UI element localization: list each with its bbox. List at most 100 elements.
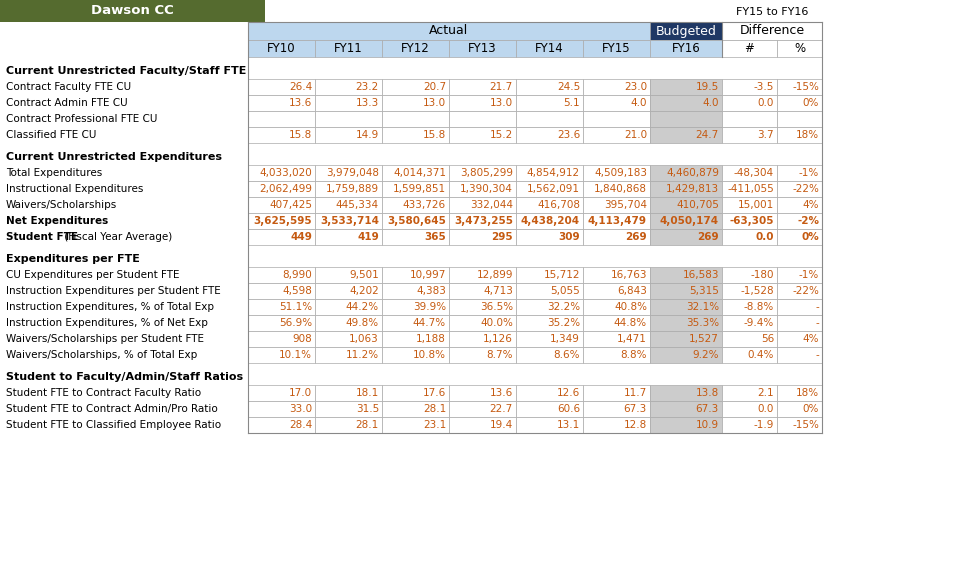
Text: 24.7: 24.7: [696, 130, 719, 140]
Text: 6,843: 6,843: [617, 286, 647, 296]
Bar: [722, 22, 822, 40]
Bar: [583, 385, 650, 401]
Text: -2%: -2%: [797, 216, 819, 226]
Text: 4,509,183: 4,509,183: [594, 168, 647, 178]
Bar: [583, 127, 650, 143]
Bar: [449, 417, 516, 433]
Bar: [449, 267, 516, 283]
Text: 36.5%: 36.5%: [479, 302, 513, 312]
Text: Student FTE to Contract Faculty Ratio: Student FTE to Contract Faculty Ratio: [6, 388, 201, 398]
Bar: [722, 79, 777, 95]
Text: 407,425: 407,425: [269, 200, 312, 210]
Text: 3,979,048: 3,979,048: [326, 168, 379, 178]
Text: Difference: Difference: [740, 25, 805, 38]
Text: FY14: FY14: [535, 42, 564, 55]
Text: 3,805,299: 3,805,299: [460, 168, 513, 178]
Text: 4,202: 4,202: [349, 286, 379, 296]
Text: 445,334: 445,334: [336, 200, 379, 210]
Bar: [248, 331, 315, 347]
Bar: [650, 111, 722, 127]
Text: 5,055: 5,055: [550, 286, 580, 296]
Bar: [650, 385, 722, 401]
Text: 67.3: 67.3: [696, 404, 719, 414]
Text: 49.8%: 49.8%: [345, 318, 379, 328]
Text: 1,429,813: 1,429,813: [666, 184, 719, 194]
Bar: [449, 127, 516, 143]
Bar: [722, 299, 777, 315]
Text: FY11: FY11: [334, 42, 363, 55]
Bar: [382, 385, 449, 401]
Text: 20.7: 20.7: [423, 82, 446, 92]
Bar: [248, 385, 315, 401]
Text: 28.1: 28.1: [356, 420, 379, 430]
Bar: [583, 347, 650, 363]
Bar: [516, 79, 583, 95]
Bar: [248, 40, 315, 57]
Text: 32.1%: 32.1%: [686, 302, 719, 312]
Text: 269: 269: [698, 232, 719, 242]
Bar: [583, 267, 650, 283]
Text: 40.0%: 40.0%: [480, 318, 513, 328]
Text: 4,014,371: 4,014,371: [393, 168, 446, 178]
Bar: [315, 417, 382, 433]
Bar: [516, 181, 583, 197]
Text: 32.2%: 32.2%: [546, 302, 580, 312]
Text: 11.7: 11.7: [624, 388, 647, 398]
Text: 1,599,851: 1,599,851: [393, 184, 446, 194]
Text: 1,390,304: 1,390,304: [460, 184, 513, 194]
Bar: [382, 315, 449, 331]
Text: Total Expenditures: Total Expenditures: [6, 168, 102, 178]
Text: 4,598: 4,598: [282, 286, 312, 296]
Text: 419: 419: [357, 232, 379, 242]
Text: 4.0: 4.0: [631, 98, 647, 108]
Bar: [315, 197, 382, 213]
Text: 18%: 18%: [796, 130, 819, 140]
Bar: [583, 213, 650, 229]
Text: 23.6: 23.6: [557, 130, 580, 140]
Text: 18%: 18%: [796, 388, 819, 398]
Text: FY10: FY10: [267, 42, 296, 55]
Bar: [583, 417, 650, 433]
Bar: [777, 40, 822, 57]
Bar: [315, 299, 382, 315]
Text: 410,705: 410,705: [677, 200, 719, 210]
Bar: [382, 417, 449, 433]
Bar: [315, 347, 382, 363]
Bar: [248, 79, 315, 95]
Bar: [516, 283, 583, 299]
Bar: [650, 213, 722, 229]
Text: 26.4: 26.4: [289, 82, 312, 92]
Text: Waivers/Scholarships per Student FTE: Waivers/Scholarships per Student FTE: [6, 334, 204, 344]
Text: -22%: -22%: [792, 184, 819, 194]
Bar: [722, 283, 777, 299]
Text: 21.7: 21.7: [490, 82, 513, 92]
Text: 5.1: 5.1: [564, 98, 580, 108]
Text: 269: 269: [625, 232, 647, 242]
Text: -63,305: -63,305: [729, 216, 774, 226]
Text: 1,527: 1,527: [689, 334, 719, 344]
Bar: [516, 111, 583, 127]
Bar: [583, 111, 650, 127]
Text: 4,050,174: 4,050,174: [660, 216, 719, 226]
Text: 13.3: 13.3: [356, 98, 379, 108]
Text: 35.3%: 35.3%: [686, 318, 719, 328]
Text: -: -: [815, 302, 819, 312]
Bar: [722, 229, 777, 245]
Bar: [583, 40, 650, 57]
Text: 12,899: 12,899: [477, 270, 513, 280]
Text: -15%: -15%: [792, 420, 819, 430]
Bar: [516, 95, 583, 111]
Text: -1%: -1%: [799, 168, 819, 178]
Bar: [722, 127, 777, 143]
Bar: [449, 213, 516, 229]
Text: 309: 309: [558, 232, 580, 242]
Bar: [516, 417, 583, 433]
Bar: [516, 213, 583, 229]
Bar: [722, 267, 777, 283]
Bar: [382, 197, 449, 213]
Bar: [449, 165, 516, 181]
Text: CU Expenditures per Student FTE: CU Expenditures per Student FTE: [6, 270, 180, 280]
Bar: [650, 181, 722, 197]
Text: 433,726: 433,726: [403, 200, 446, 210]
Bar: [516, 127, 583, 143]
